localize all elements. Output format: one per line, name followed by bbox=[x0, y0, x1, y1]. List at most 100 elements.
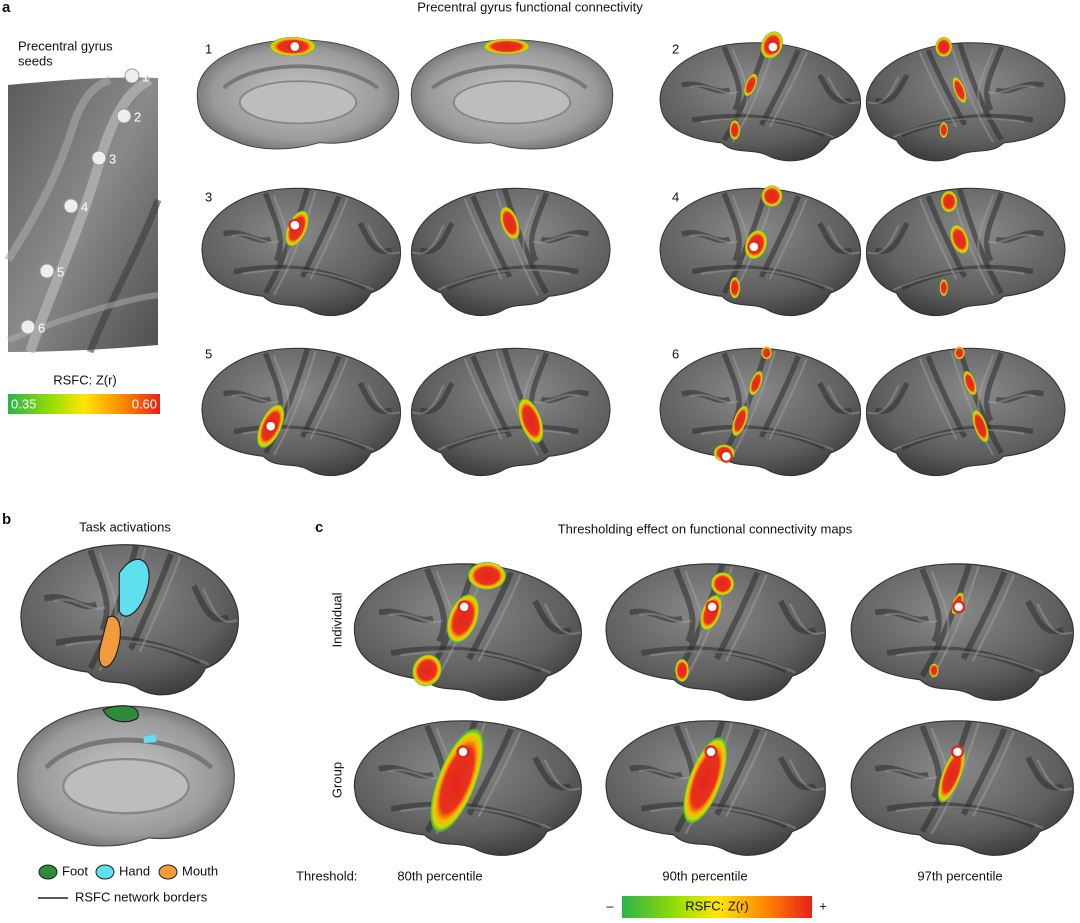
activation bbox=[950, 224, 969, 254]
gyrus bbox=[242, 428, 375, 451]
gyrus bbox=[892, 117, 1025, 138]
brain bbox=[865, 37, 1066, 162]
sulcus bbox=[55, 635, 201, 665]
row-label: Individual bbox=[329, 592, 344, 647]
gyrus bbox=[788, 759, 826, 791]
panel-letter: c bbox=[315, 519, 323, 536]
brain bbox=[196, 36, 400, 150]
gyrus bbox=[884, 612, 938, 624]
sulcus bbox=[721, 192, 742, 262]
gyrus bbox=[532, 393, 581, 404]
colorbar bbox=[8, 394, 160, 414]
gyrus bbox=[532, 233, 581, 244]
sulcus bbox=[44, 737, 213, 770]
gyrus bbox=[650, 805, 797, 830]
column-label: 97th percentile bbox=[917, 868, 1002, 883]
activation bbox=[732, 405, 749, 437]
gyrus bbox=[866, 76, 900, 105]
sulcus bbox=[900, 424, 1034, 451]
sulcus bbox=[222, 390, 272, 404]
gyrus bbox=[309, 197, 349, 280]
seed bbox=[719, 449, 733, 463]
activation bbox=[935, 37, 953, 57]
legend-swatch bbox=[158, 864, 178, 880]
gyrus bbox=[202, 587, 239, 623]
seeds-title: Precentral gyrus bbox=[18, 38, 113, 53]
sulcus bbox=[984, 192, 1004, 262]
brain bbox=[201, 347, 402, 477]
colorbar-minus: – bbox=[606, 898, 614, 913]
sulcus bbox=[419, 381, 455, 414]
colorbar-max: 0.60 bbox=[132, 396, 157, 411]
seed-marker bbox=[20, 319, 36, 335]
seed bbox=[950, 745, 965, 759]
gyrus bbox=[700, 428, 834, 451]
gyrus bbox=[400, 650, 552, 674]
corpus bbox=[62, 757, 190, 815]
seed-label: 3 bbox=[109, 151, 116, 166]
brain bbox=[353, 720, 582, 856]
sulcus bbox=[233, 264, 367, 291]
activation bbox=[430, 728, 484, 833]
colorbar-c: – RSFC: Z(r) + bbox=[606, 896, 827, 918]
seed bbox=[705, 600, 719, 614]
task-activation bbox=[102, 705, 139, 723]
activation bbox=[675, 658, 689, 682]
seed bbox=[952, 600, 966, 614]
gyrus bbox=[495, 350, 540, 456]
activation bbox=[761, 185, 783, 207]
gyrus bbox=[768, 197, 808, 280]
seed bbox=[766, 40, 780, 54]
corpus bbox=[452, 80, 572, 125]
task-activation bbox=[118, 558, 150, 617]
gyrus bbox=[1036, 759, 1074, 791]
sulcus bbox=[956, 347, 1004, 455]
gyrus bbox=[866, 224, 900, 255]
gyrus bbox=[977, 194, 995, 264]
sulcus bbox=[640, 645, 788, 674]
row-label: Group bbox=[329, 762, 344, 798]
gyrus bbox=[690, 84, 739, 95]
gyrus bbox=[731, 350, 777, 456]
sulcus bbox=[1025, 599, 1065, 635]
legend-label: Foot bbox=[62, 863, 88, 878]
sulcus bbox=[919, 563, 973, 678]
activation bbox=[937, 746, 966, 803]
gyrus bbox=[367, 224, 401, 255]
gyrus bbox=[930, 570, 950, 645]
gyrus bbox=[411, 384, 445, 415]
gyrus bbox=[400, 805, 552, 830]
sulcus bbox=[900, 264, 1034, 291]
gyrus bbox=[827, 76, 861, 105]
sulcus bbox=[431, 64, 588, 90]
sulcus bbox=[191, 584, 230, 623]
sulcus bbox=[263, 192, 283, 262]
colorbar bbox=[622, 896, 812, 918]
sulcus bbox=[222, 64, 379, 90]
gyrus bbox=[768, 357, 808, 440]
colorbar-title: RSFC: Z(r) bbox=[685, 898, 749, 913]
sulcus bbox=[629, 608, 683, 623]
seed-marker bbox=[39, 263, 55, 279]
sulcus bbox=[357, 221, 393, 254]
sulcus bbox=[817, 73, 853, 104]
sulcus bbox=[817, 381, 853, 414]
sulcus bbox=[984, 352, 1004, 422]
gyrus bbox=[725, 574, 768, 662]
sulcus bbox=[681, 81, 731, 94]
brain bbox=[659, 346, 862, 477]
activation bbox=[499, 206, 520, 240]
sulcus bbox=[995, 81, 1045, 94]
legend-swatch bbox=[95, 864, 115, 880]
seed bbox=[457, 600, 471, 614]
gyrus bbox=[411, 224, 445, 255]
activation bbox=[412, 654, 442, 687]
activation bbox=[467, 561, 507, 590]
map-number: 2 bbox=[672, 41, 679, 56]
gyrus bbox=[463, 357, 503, 440]
sulcus bbox=[874, 221, 910, 254]
gyrus bbox=[896, 805, 1044, 830]
gyrus bbox=[896, 650, 1044, 674]
sulcus bbox=[673, 567, 696, 643]
